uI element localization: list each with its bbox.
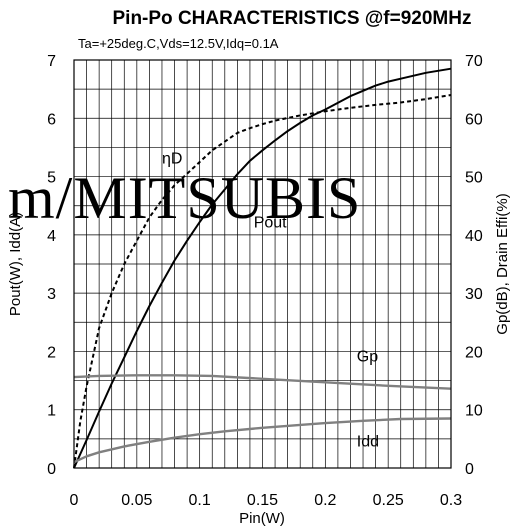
x-tick-label: 0 — [70, 492, 79, 509]
series-label: Pout — [254, 214, 287, 231]
x-tick-label: 0.1 — [189, 492, 211, 509]
plot-frame — [73, 59, 452, 469]
x-tick-label: 0.15 — [247, 492, 278, 509]
series-line-idd — [73, 417, 452, 464]
ticks: 0 0.05 0.1 0.15 0.2 0.25 0.3012345670102030405… — [47, 53, 483, 509]
y-tick-label-left: 6 — [47, 111, 56, 128]
y-tick-label-right: 10 — [465, 403, 483, 420]
y-tick-label-right: 70 — [465, 53, 483, 70]
x-tick-label: 0.05 — [121, 492, 152, 509]
y-tick-label-right: 50 — [465, 170, 483, 187]
x-tick-label: 0.25 — [373, 492, 404, 509]
y-tick-label-right: 0 — [465, 461, 474, 478]
y-tick-label-left: 7 — [47, 53, 56, 70]
series-layer — [73, 67, 452, 469]
series-label: ηD — [162, 151, 182, 168]
y-tick-label-right: 20 — [465, 344, 483, 361]
y-axis-label-left: Pout(W), Idd(A) — [7, 212, 24, 316]
y-axis-label-right: Gp(dB), Drain Effi(%) — [494, 193, 511, 334]
y-tick-label-left: 3 — [47, 286, 56, 303]
watermark: m/MITSUBIS — [8, 165, 361, 231]
series-line-pout — [73, 67, 452, 469]
series-label: Idd — [357, 433, 379, 450]
chart-title: Pin-Po CHARACTERISTICS @f=920MHz — [113, 8, 472, 29]
chart-subtitle: Ta=+25deg.C,Vds=12.5V,Idq=0.1A — [78, 36, 279, 51]
series-label: Gp — [357, 348, 378, 365]
y-tick-label-left: 1 — [47, 403, 56, 420]
annotations: ηD Pout Gp Idd — [162, 151, 379, 451]
y-tick-label-left: 5 — [47, 170, 56, 187]
y-tick-label-right: 60 — [465, 111, 483, 128]
series-line-gp — [73, 374, 452, 390]
y-tick-label-left: 0 — [47, 461, 56, 478]
grid — [74, 60, 451, 468]
x-tick-label: 0.2 — [314, 492, 336, 509]
y-tick-label-left: 2 — [47, 344, 56, 361]
x-axis-label: Pin(W) — [239, 510, 285, 527]
y-tick-label-left: 4 — [47, 228, 56, 245]
x-tick-label: 0.3 — [440, 492, 462, 509]
y-tick-label-right: 40 — [465, 228, 483, 245]
y-tick-label-right: 30 — [465, 286, 483, 303]
